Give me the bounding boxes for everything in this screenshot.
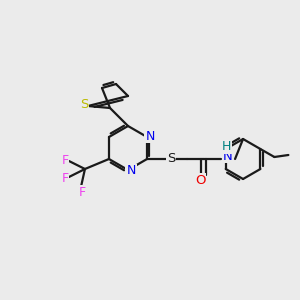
Text: N: N [126, 164, 136, 178]
Text: H: H [221, 140, 231, 154]
Text: N: N [223, 149, 233, 163]
Text: S: S [80, 98, 88, 112]
Text: F: F [78, 185, 85, 199]
Text: N: N [146, 130, 155, 142]
Text: O: O [195, 173, 205, 187]
Text: S: S [167, 152, 175, 166]
Text: F: F [61, 154, 68, 166]
Text: F: F [61, 172, 68, 184]
